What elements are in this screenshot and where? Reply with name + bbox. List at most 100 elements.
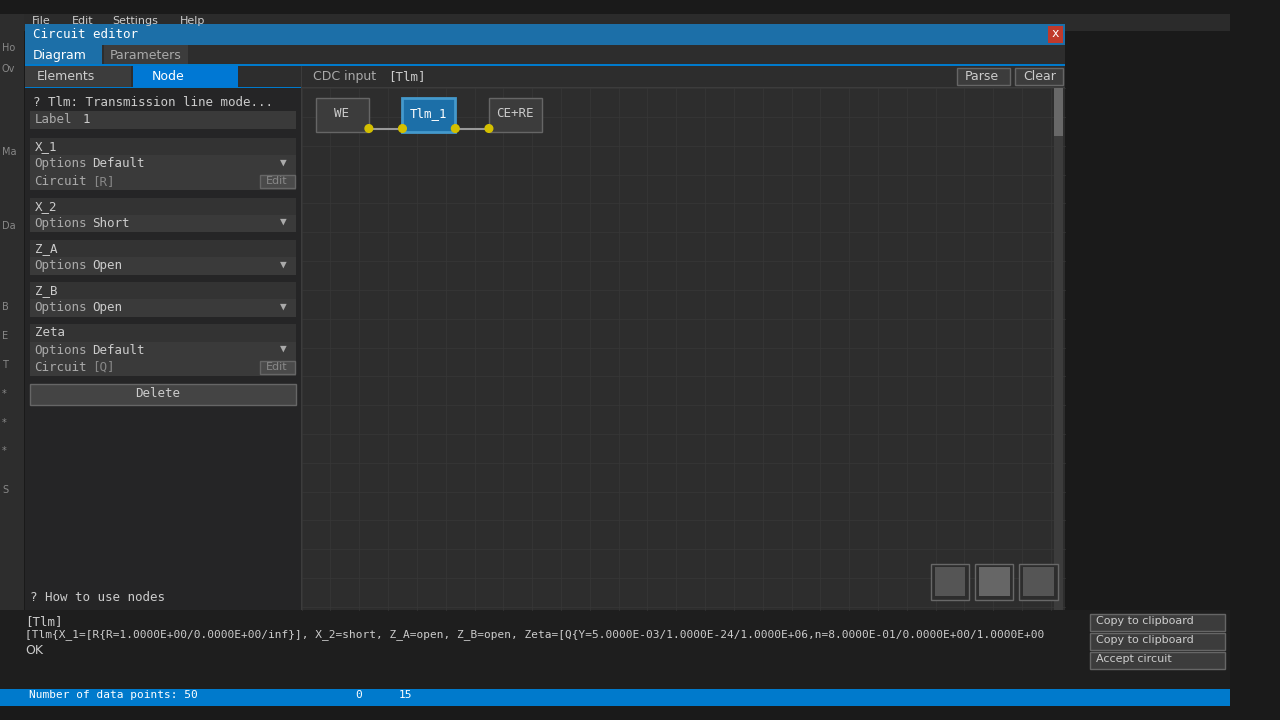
Bar [26,66,131,87]
Bar [24,14,1230,32]
Text: Default: Default [92,343,145,356]
Text: Z_B: Z_B [35,284,58,297]
Bar [29,138,296,156]
Bar [1048,26,1064,43]
Text: Circuit editor: Circuit editor [33,27,138,40]
Bar [316,98,369,132]
Text: Diagram: Diagram [33,49,87,62]
Text: ▼: ▼ [279,343,287,354]
Text: S: S [3,485,8,495]
Bar [1053,88,1064,136]
Text: T: T [3,360,8,370]
Bar [29,198,296,215]
Text: Ho: Ho [3,43,15,53]
Bar [1019,564,1057,600]
Bar [956,68,1010,85]
Bar [1023,567,1053,596]
Bar [29,384,296,405]
Text: Circuit: Circuit [35,361,87,374]
Circle shape [398,125,406,132]
Bar [0,610,1230,688]
Text: Edit: Edit [72,16,93,26]
Bar [302,66,1065,87]
Text: Help: Help [179,16,205,26]
Bar [26,64,1065,66]
Text: Default: Default [92,157,145,171]
Bar [1091,613,1225,631]
Text: Copy to clipboard: Copy to clipboard [1096,635,1194,644]
Text: Circuit: Circuit [35,175,87,188]
Bar [29,128,296,130]
Bar [29,257,296,274]
Text: Elements: Elements [37,70,95,83]
Text: File: File [32,16,50,26]
Bar [302,88,1065,610]
Bar [402,98,456,132]
Text: Edit: Edit [266,362,288,372]
Bar [29,111,296,128]
Text: ▼: ▼ [279,302,287,312]
Bar [260,175,294,188]
Text: x: x [1052,27,1060,40]
Text: Node: Node [152,70,184,83]
Text: Options: Options [35,157,87,171]
Bar [26,66,1065,610]
Text: Accept circuit: Accept circuit [1096,654,1171,664]
Bar [1091,633,1225,650]
Bar [133,66,238,87]
Text: ▼: ▼ [279,217,287,227]
Bar [0,14,24,706]
Circle shape [365,125,372,132]
Text: CDC input: CDC input [314,70,376,83]
Circle shape [452,125,460,132]
Bar [1053,88,1064,610]
Text: WE: WE [334,107,349,120]
Text: Options: Options [35,217,87,230]
Text: *: * [3,418,6,428]
Text: X_1: X_1 [35,140,58,153]
Bar [29,215,296,233]
Circle shape [485,125,493,132]
Text: [Tlm]: [Tlm] [388,70,425,83]
Text: Clear: Clear [1023,70,1056,83]
Text: B: B [3,302,9,312]
Bar [1015,68,1064,85]
Text: Z_A: Z_A [35,242,58,255]
Text: ▼: ▼ [279,259,287,269]
Text: E: E [3,331,8,341]
Bar [1091,652,1225,670]
Text: Open: Open [92,302,122,315]
Bar [29,300,296,317]
Text: CE+RE: CE+RE [497,107,534,120]
Text: 1: 1 [83,113,90,126]
Bar [104,45,188,66]
Bar [29,342,296,359]
Bar [489,98,541,132]
Text: Copy to clipboard: Copy to clipboard [1096,616,1194,626]
Text: Ma: Ma [3,147,17,157]
Bar [26,87,301,88]
Text: ▼: ▼ [279,157,287,167]
Text: ? How to use nodes: ? How to use nodes [29,590,165,603]
Bar [302,87,1065,88]
Text: Tlm_1: Tlm_1 [410,107,447,120]
Text: *: * [3,389,6,399]
Text: *: * [3,446,6,456]
Bar [26,66,301,87]
Bar [979,567,1010,596]
Bar [934,567,965,596]
Bar [29,359,296,377]
Bar [26,24,1065,45]
Text: X_2: X_2 [35,199,58,212]
Bar [26,45,102,66]
Bar [29,282,296,300]
Text: [Tlm{X_1=[R{R=1.0000E+00/0.0000E+00/inf}], X_2=short, Z_A=open, Z_B=open, Zeta=[: [Tlm{X_1=[R{R=1.0000E+00/0.0000E+00/inf}… [26,629,1044,640]
Text: Number of data points: 50: Number of data points: 50 [29,690,197,701]
Bar [931,564,969,600]
Text: Delete: Delete [134,387,180,400]
Bar [0,688,1230,706]
Bar [29,325,296,342]
Text: Parse: Parse [964,70,998,83]
Text: 15: 15 [398,690,412,701]
Text: OK: OK [26,644,44,657]
